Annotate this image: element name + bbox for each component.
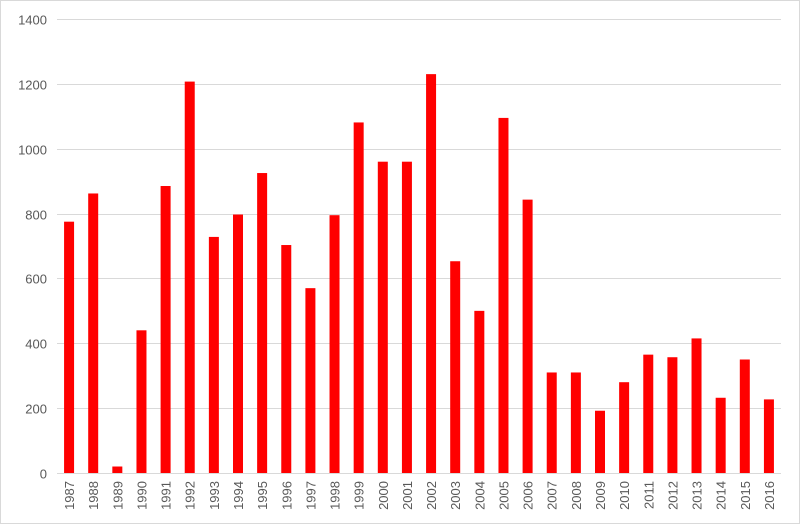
x-tick-label: 2006: [521, 481, 536, 510]
x-tick-label: 1993: [207, 481, 222, 510]
bar-1991: [160, 186, 171, 473]
x-tick-label: 1991: [159, 481, 174, 510]
x-tick-label: 1996: [279, 481, 294, 510]
y-tick-label: 800: [25, 208, 47, 223]
x-tick-label: 2003: [448, 481, 463, 510]
bar-2013: [691, 338, 702, 473]
x-tick-label: 2016: [762, 481, 777, 510]
bar-1988: [88, 193, 99, 473]
bar-1987: [64, 221, 75, 473]
x-tick-label: 1992: [183, 481, 198, 510]
bar-2003: [450, 261, 461, 473]
x-tick-label: 2011: [641, 481, 656, 509]
x-tick-label: 2009: [593, 481, 608, 510]
x-tick-label: 1988: [86, 481, 101, 510]
bar-2001: [401, 161, 412, 473]
bar-2005: [498, 117, 509, 473]
x-tick-label: 2004: [472, 481, 487, 510]
y-tick-label: 400: [25, 337, 47, 352]
bar-2014: [715, 397, 726, 473]
x-tick-label: 1987: [62, 481, 77, 510]
bar-1992: [184, 81, 195, 473]
x-tick-label: 2014: [714, 481, 729, 510]
y-tick-label: 0: [40, 467, 47, 482]
bar-1990: [136, 330, 147, 473]
x-tick-label: 2000: [376, 481, 391, 510]
y-tick-label: 1200: [18, 78, 47, 93]
x-tick-label: 2010: [617, 481, 632, 510]
bar-2010: [619, 382, 630, 473]
x-tick-label: 1994: [231, 481, 246, 510]
x-tick-label: 1997: [303, 481, 318, 510]
x-tick-label: 1989: [110, 481, 125, 510]
x-tick-label: 1990: [134, 481, 149, 510]
bar-2009: [595, 410, 605, 473]
bar-2000: [377, 161, 388, 473]
bar-2011: [643, 354, 654, 473]
bar-1996: [281, 245, 292, 473]
x-tick-label: 2008: [569, 481, 584, 510]
y-tick-label: 200: [25, 402, 47, 417]
bar-1997: [305, 288, 316, 473]
bar-1994: [233, 214, 243, 474]
bar-1999: [353, 122, 364, 473]
x-tick-label: 2015: [738, 481, 753, 510]
y-tick-label: 1400: [18, 13, 47, 28]
bar-2004: [474, 310, 485, 473]
bar-2016: [763, 399, 774, 473]
bar-1998: [329, 215, 340, 473]
x-tick-label: 2001: [400, 481, 415, 510]
bar-2002: [426, 74, 437, 473]
bar-2008: [570, 372, 581, 473]
x-tick-label: 1998: [328, 481, 343, 510]
x-tick-label: 1999: [352, 481, 367, 510]
y-tick-label: 600: [25, 272, 47, 287]
bar-1995: [257, 173, 268, 474]
x-tick-label: 2002: [424, 481, 439, 510]
y-tick-label: 1000: [18, 143, 47, 158]
x-tick-label: 2005: [496, 481, 511, 510]
bar-2015: [739, 359, 750, 473]
x-tick-label: 2007: [545, 481, 560, 510]
bar-2007: [546, 372, 557, 473]
x-tick-label: 2013: [690, 481, 705, 510]
bar-2006: [522, 199, 533, 473]
x-tick-label: 2012: [665, 481, 680, 510]
bar-2012: [667, 357, 678, 473]
bar-1989: [112, 466, 123, 473]
bar-1993: [208, 236, 219, 473]
x-tick-label: 1995: [255, 481, 270, 510]
